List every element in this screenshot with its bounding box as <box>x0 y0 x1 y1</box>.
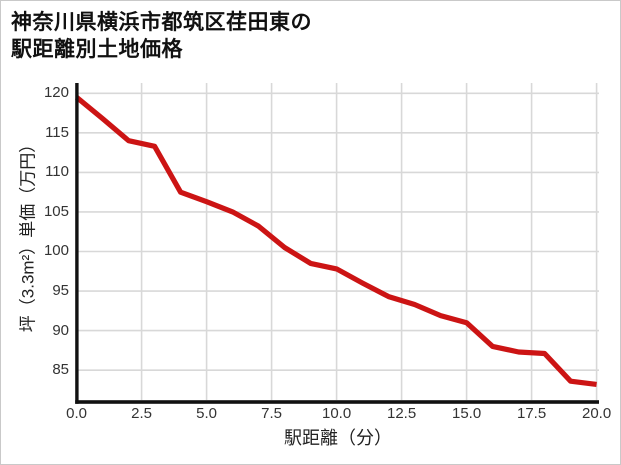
data-line <box>74 95 597 387</box>
y-tick-label: 120 <box>43 84 69 102</box>
x-tick-label: 15.0 <box>451 405 482 422</box>
y-tick-label: 110 <box>45 163 69 181</box>
y-tick-label: 115 <box>45 123 69 141</box>
y-tick-label: 105 <box>43 202 69 220</box>
x-tick-label: 7.5 <box>261 405 283 422</box>
chart-title: 神奈川県横浜市都筑区荏田東の 駅距離別土地価格 <box>11 9 312 63</box>
x-axis-spine <box>75 400 599 404</box>
x-axis-label: 駅距離（分） <box>284 428 392 448</box>
chart-title-line1: 神奈川県横浜市都筑区荏田東の <box>11 11 312 34</box>
y-tick-label: 90 <box>52 321 69 339</box>
x-tick-label: 20.0 <box>581 405 612 422</box>
x-tick-label: 2.5 <box>131 405 153 422</box>
x-tick-label: 10.0 <box>321 405 352 422</box>
x-tick-label: 0.0 <box>66 405 88 422</box>
y-axis-spine <box>75 83 79 404</box>
y-axis-label: 坪（3.3m²）単価（万円） <box>18 135 38 333</box>
x-tick-label: 12.5 <box>386 405 417 422</box>
y-tick-label: 95 <box>52 282 69 300</box>
chart-title-line2: 駅距離別土地価格 <box>11 38 183 61</box>
x-tick-label: 17.5 <box>516 405 547 422</box>
y-tick-label: 100 <box>43 242 69 260</box>
x-tick-label: 5.0 <box>196 405 218 422</box>
y-tick-label: 85 <box>52 361 69 379</box>
